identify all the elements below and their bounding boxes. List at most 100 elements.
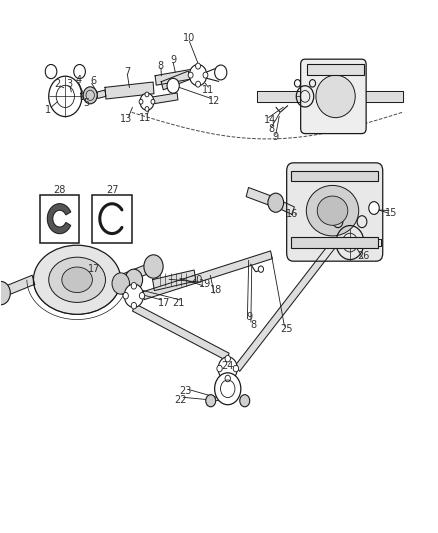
Ellipse shape — [112, 273, 130, 294]
Circle shape — [167, 78, 179, 93]
Ellipse shape — [306, 185, 359, 236]
Text: 26: 26 — [357, 251, 369, 261]
Polygon shape — [362, 91, 403, 102]
Polygon shape — [246, 188, 277, 207]
Text: 8: 8 — [158, 61, 164, 70]
Polygon shape — [81, 92, 91, 100]
Circle shape — [215, 373, 241, 405]
Ellipse shape — [49, 257, 106, 302]
Circle shape — [145, 107, 149, 111]
Circle shape — [258, 266, 264, 272]
Text: 11: 11 — [139, 112, 151, 123]
Polygon shape — [275, 199, 294, 214]
Text: 19: 19 — [199, 279, 211, 288]
Circle shape — [151, 99, 155, 104]
Circle shape — [217, 365, 222, 372]
Circle shape — [140, 93, 154, 110]
Circle shape — [131, 282, 137, 289]
Ellipse shape — [317, 196, 348, 225]
Polygon shape — [0, 275, 35, 297]
Polygon shape — [97, 90, 106, 99]
Circle shape — [225, 375, 230, 382]
FancyBboxPatch shape — [300, 59, 366, 134]
Circle shape — [225, 356, 230, 362]
Circle shape — [83, 87, 97, 104]
Circle shape — [125, 269, 143, 290]
Text: 8: 8 — [268, 124, 275, 134]
Polygon shape — [364, 239, 381, 246]
Circle shape — [131, 302, 137, 309]
Circle shape — [0, 281, 11, 305]
Text: 23: 23 — [180, 386, 192, 397]
Circle shape — [139, 293, 145, 299]
Text: 12: 12 — [208, 95, 221, 106]
Text: 9: 9 — [170, 55, 176, 65]
Text: 16: 16 — [286, 209, 298, 220]
Text: 17: 17 — [158, 297, 171, 308]
Circle shape — [188, 72, 193, 78]
Polygon shape — [120, 262, 155, 284]
Text: 24: 24 — [222, 361, 234, 372]
Text: 6: 6 — [90, 77, 96, 86]
Polygon shape — [122, 282, 132, 297]
Polygon shape — [153, 270, 196, 290]
Text: 13: 13 — [120, 114, 133, 124]
Text: 10: 10 — [183, 33, 195, 43]
Text: 1: 1 — [45, 104, 51, 115]
Text: 20: 20 — [190, 276, 202, 285]
Bar — [92, 195, 132, 243]
Circle shape — [145, 92, 149, 97]
Bar — [40, 195, 79, 243]
FancyBboxPatch shape — [291, 237, 378, 248]
Ellipse shape — [62, 267, 92, 293]
Circle shape — [215, 65, 227, 80]
Circle shape — [240, 394, 250, 407]
Circle shape — [233, 365, 239, 372]
Text: 27: 27 — [106, 185, 118, 196]
Circle shape — [206, 394, 215, 407]
Polygon shape — [307, 64, 364, 75]
Text: 22: 22 — [174, 395, 187, 406]
Text: 4: 4 — [75, 75, 81, 85]
Polygon shape — [155, 69, 192, 85]
Circle shape — [139, 99, 143, 104]
Polygon shape — [257, 91, 307, 102]
Polygon shape — [105, 82, 154, 99]
Text: 21: 21 — [172, 297, 184, 308]
Polygon shape — [121, 276, 134, 284]
Text: 5: 5 — [83, 98, 89, 108]
Text: 15: 15 — [385, 208, 398, 219]
Text: 25: 25 — [280, 324, 293, 334]
Text: 28: 28 — [53, 185, 66, 196]
Polygon shape — [235, 240, 337, 372]
Circle shape — [196, 63, 201, 69]
Circle shape — [203, 72, 208, 78]
Polygon shape — [145, 93, 178, 105]
Text: 7: 7 — [124, 67, 131, 77]
Circle shape — [144, 255, 163, 278]
Text: 9: 9 — [247, 312, 253, 322]
Circle shape — [189, 64, 207, 86]
Polygon shape — [143, 251, 272, 300]
FancyBboxPatch shape — [291, 171, 378, 181]
Circle shape — [369, 201, 379, 214]
Circle shape — [268, 193, 284, 212]
Text: 2: 2 — [54, 79, 60, 88]
Ellipse shape — [33, 245, 121, 314]
Text: 14: 14 — [265, 115, 277, 125]
Circle shape — [196, 81, 201, 87]
Text: 3: 3 — [67, 79, 73, 88]
Circle shape — [123, 293, 128, 299]
Circle shape — [124, 284, 144, 308]
Text: 11: 11 — [202, 85, 215, 95]
Ellipse shape — [316, 75, 355, 118]
Polygon shape — [47, 204, 71, 233]
Circle shape — [218, 357, 237, 380]
Text: 8: 8 — [250, 320, 256, 330]
Polygon shape — [133, 304, 229, 360]
Text: 9: 9 — [273, 132, 279, 142]
FancyBboxPatch shape — [287, 163, 383, 261]
Text: 18: 18 — [210, 286, 223, 295]
Text: 17: 17 — [88, 264, 101, 274]
Polygon shape — [161, 71, 191, 90]
